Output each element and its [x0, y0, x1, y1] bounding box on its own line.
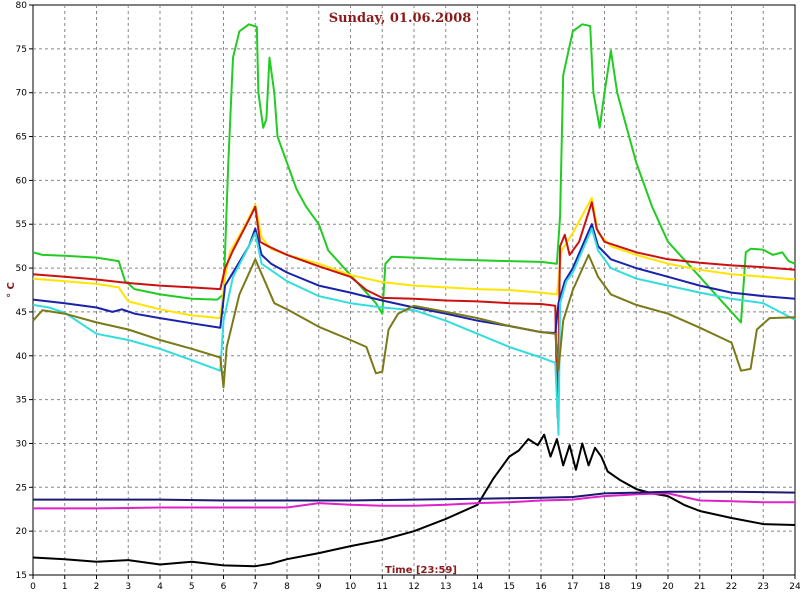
- y-tick-label: 35: [16, 396, 27, 406]
- x-tick-label: 14: [472, 582, 484, 592]
- y-tick-label: 75: [16, 45, 27, 55]
- y-tick-label: 55: [16, 220, 27, 230]
- x-tick-label: 17: [567, 582, 578, 592]
- x-tick-label: 23: [758, 582, 769, 592]
- x-tick-label: 7: [252, 582, 258, 592]
- y-tick-label: 50: [16, 264, 28, 274]
- y-axis-label: ° C: [6, 282, 17, 298]
- y-tick-label: 25: [16, 483, 27, 493]
- x-tick-label: 4: [157, 582, 163, 592]
- series-line-9: [33, 490, 796, 502]
- x-tick-label: 24: [789, 582, 800, 592]
- series-line-7: [32, 433, 796, 568]
- series-line-8: [33, 492, 795, 510]
- x-tick-label: 22: [726, 582, 737, 592]
- y-tick-label: 70: [16, 89, 28, 99]
- x-axis-label: Time [23:59]: [385, 565, 457, 576]
- series-line-1: [32, 23, 796, 324]
- x-tick-label: 16: [535, 582, 547, 592]
- x-tick-label: 11: [377, 582, 388, 592]
- x-tick-label: 3: [125, 582, 131, 592]
- x-tick-label: 10: [345, 582, 357, 592]
- x-tick-label: 19: [631, 582, 643, 592]
- series-line-6: [32, 253, 796, 389]
- x-tick-label: 6: [221, 582, 227, 592]
- series-group: [32, 23, 796, 568]
- x-tick-label: 2: [94, 582, 100, 592]
- y-tick-label: 40: [16, 352, 28, 362]
- y-tick-labels: 15 20 25 30 35 40 45 50 55 60 65 70 75 80: [16, 1, 33, 581]
- x-tick-label: 15: [504, 582, 515, 592]
- x-tick-label: 1: [62, 582, 68, 592]
- x-tick-label: 13: [440, 582, 451, 592]
- series-line-4: [32, 223, 796, 334]
- x-tick-label: 9: [316, 582, 322, 592]
- y-tick-label: 15: [16, 571, 27, 581]
- y-tick-label: 20: [16, 527, 28, 537]
- x-tick-label: 20: [662, 582, 674, 592]
- x-tick-label: 18: [599, 582, 611, 592]
- x-tick-labels: 0 1 2 3 4 5 6 7 8 9 10 11 12 13 14 15 16 17 18 19 20 21 22 23 24: [30, 575, 800, 592]
- y-tick-label: 60: [16, 176, 28, 186]
- x-tick-label: 0: [30, 582, 36, 592]
- x-tick-label: 12: [408, 582, 419, 592]
- x-tick-label: 21: [694, 582, 705, 592]
- series-line-2: [32, 196, 796, 320]
- y-tick-label: 45: [16, 308, 27, 318]
- x-tick-label: 8: [284, 582, 290, 592]
- y-tick-label: 30: [16, 439, 28, 449]
- y-tick-label: 65: [16, 133, 27, 143]
- chart-title: Sunday, 01.06.2008: [329, 11, 472, 26]
- series-line-5: [32, 227, 796, 436]
- y-tick-label: 80: [16, 1, 28, 11]
- x-tick-label: 5: [189, 582, 195, 592]
- series-line-3: [32, 201, 796, 419]
